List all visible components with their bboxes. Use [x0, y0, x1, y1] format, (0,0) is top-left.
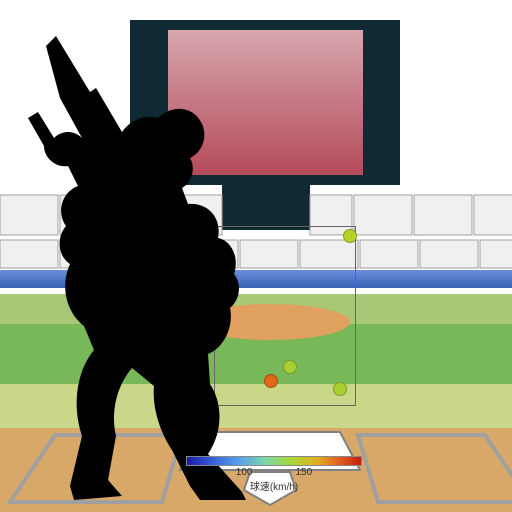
legend-color-bar	[186, 456, 362, 466]
pitch-marker	[283, 360, 297, 374]
pitch-marker	[333, 382, 347, 396]
pitch-marker	[264, 374, 278, 388]
velocity-legend: . 100 150 . 球速(km/h)	[186, 456, 362, 493]
legend-title: 球速(km/h)	[186, 478, 362, 493]
pitch-location-chart: . 100 150 . 球速(km/h)	[0, 0, 512, 512]
legend-tick-150: 150	[296, 467, 313, 478]
legend-tick-100: 100	[236, 467, 253, 478]
pitch-marker	[343, 229, 357, 243]
batter-silhouette	[12, 34, 252, 500]
legend-ticks: . 100 150 .	[190, 467, 358, 478]
